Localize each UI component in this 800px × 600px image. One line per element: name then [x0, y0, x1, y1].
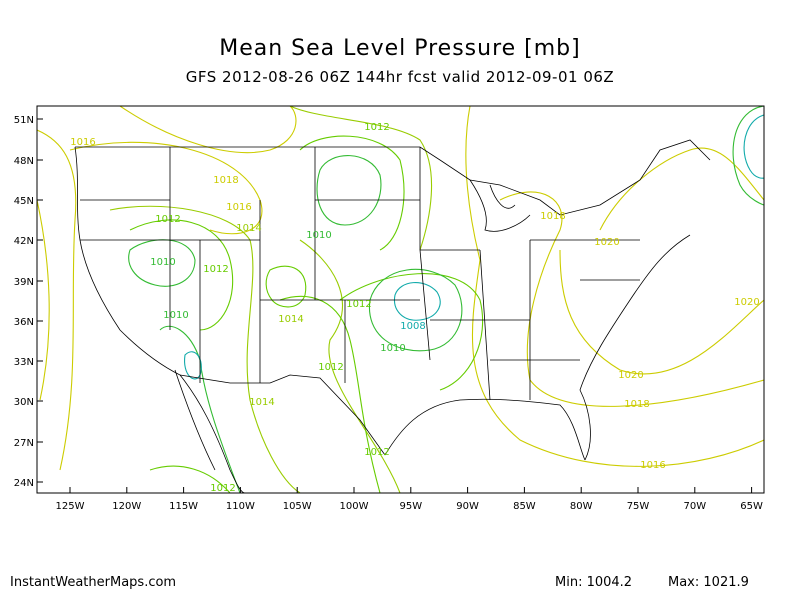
isobar-1012-c	[279, 295, 381, 493]
lon-tick-label: 105W	[283, 501, 312, 512]
lon-tick-label: 110W	[226, 501, 255, 512]
country-borders	[74, 139, 711, 493]
isobar-1012-loop	[265, 265, 307, 308]
isobar-1010-d	[159, 325, 241, 493]
contour-label: 1010	[163, 310, 188, 321]
isobar-1008-sw	[184, 351, 202, 380]
max-readout: Max: 1021.9	[668, 575, 749, 590]
isobar-1016-east	[465, 106, 764, 467]
isobar-1016-west-2	[37, 199, 50, 401]
lon-tick-label: 70W	[683, 501, 706, 512]
contour-label: 1016	[226, 202, 251, 213]
contour-label: 1016	[640, 460, 665, 471]
isobar-1014-a	[109, 205, 301, 493]
contour-label: 1010	[306, 230, 331, 241]
isobar-1008-ne	[743, 114, 764, 179]
isobar-1012-d	[339, 273, 484, 391]
lon-tick-label: 120W	[112, 501, 141, 512]
contour-label: 1020	[734, 297, 759, 308]
isobar-1018-west	[119, 106, 297, 154]
contour-label: 1018	[213, 175, 238, 186]
min-readout: Min: 1004.2	[555, 575, 632, 590]
lat-tick-label: 45N	[14, 196, 34, 207]
contour-label: 1010	[150, 257, 175, 268]
max-label: Max:	[668, 575, 700, 590]
lon-tick-label: 95W	[399, 501, 422, 512]
lat-tick-label: 39N	[14, 277, 34, 288]
contour-label: 1018	[540, 211, 565, 222]
min-label: Min:	[555, 575, 583, 590]
contour-label: 1018	[624, 399, 649, 410]
lon-tick-label: 80W	[570, 501, 593, 512]
isobar-1012-e	[149, 465, 231, 493]
lon-tick-label: 125W	[56, 501, 85, 512]
isobar-1008-low	[393, 282, 441, 321]
isobar-1012-a	[129, 219, 234, 331]
isobar-1010-c	[368, 268, 463, 352]
isobar-1020-east-2	[559, 249, 764, 375]
source-credit: InstantWeatherMaps.com	[10, 575, 177, 590]
contour-label: 1012	[318, 362, 343, 373]
contour-labels: 1012 1016 1018 1016 1012 1014 1010 1010 1012 1014…	[70, 122, 759, 494]
contour-label: 1020	[618, 370, 643, 381]
isobar-1016-west	[37, 129, 77, 471]
lon-tick-label: 85W	[513, 501, 536, 512]
max-value: 1021.9	[703, 575, 749, 590]
isobar-1012-b	[299, 135, 405, 251]
isobar-1010-b	[316, 155, 382, 226]
contour-label: 1008	[400, 321, 425, 332]
lat-tick-label: 36N	[14, 317, 34, 328]
lat-tick-label: 24N	[14, 478, 34, 489]
min-value: 1004.2	[586, 575, 633, 590]
lat-tick-label: 48N	[14, 156, 34, 167]
map-subtitle: GFS 2012-08-26 06Z 144hr fcst valid 2012…	[185, 68, 615, 86]
contour-label: 1014	[278, 314, 303, 325]
isobar-1018-east	[499, 191, 764, 407]
lat-tick-label: 33N	[14, 357, 34, 368]
contour-label: 1012	[346, 299, 371, 310]
contour-label: 1020	[594, 237, 619, 248]
latitude-axis: 51N 48N 45N 42N 39N 36N 33N 30N 27N 24N	[14, 115, 43, 489]
lat-tick-label: 51N	[14, 115, 34, 126]
longitude-axis: 125W 120W 115W 110W 105W 100W 95W 90W 85W 80W 75W 7…	[56, 487, 763, 512]
lon-tick-label: 75W	[627, 501, 650, 512]
map-title: Mean Sea Level Pressure [mb]	[219, 36, 581, 61]
contour-label: 1012	[364, 122, 389, 133]
lon-tick-label: 115W	[169, 501, 198, 512]
contour-label: 1014	[236, 223, 261, 234]
lon-tick-label: 90W	[456, 501, 479, 512]
lat-tick-label: 30N	[14, 397, 34, 408]
lon-tick-label: 65W	[740, 501, 763, 512]
lon-tick-label: 100W	[340, 501, 369, 512]
contour-label: 1014	[249, 397, 274, 408]
contour-label: 1012	[364, 447, 389, 458]
contour-label: 1012	[203, 264, 228, 275]
isobar-1014-b	[289, 106, 433, 251]
isobar-1020-east	[599, 147, 764, 231]
isobar-1010-ne	[732, 106, 764, 206]
lat-tick-label: 42N	[14, 236, 34, 247]
lat-tick-label: 27N	[14, 438, 34, 449]
map-frame	[36, 105, 765, 494]
contour-label: 1016	[70, 137, 95, 148]
isobar-1014-c	[299, 239, 401, 493]
contour-label: 1010	[380, 343, 405, 354]
contour-label: 1012	[155, 214, 180, 225]
contour-label: 1012	[210, 483, 235, 494]
